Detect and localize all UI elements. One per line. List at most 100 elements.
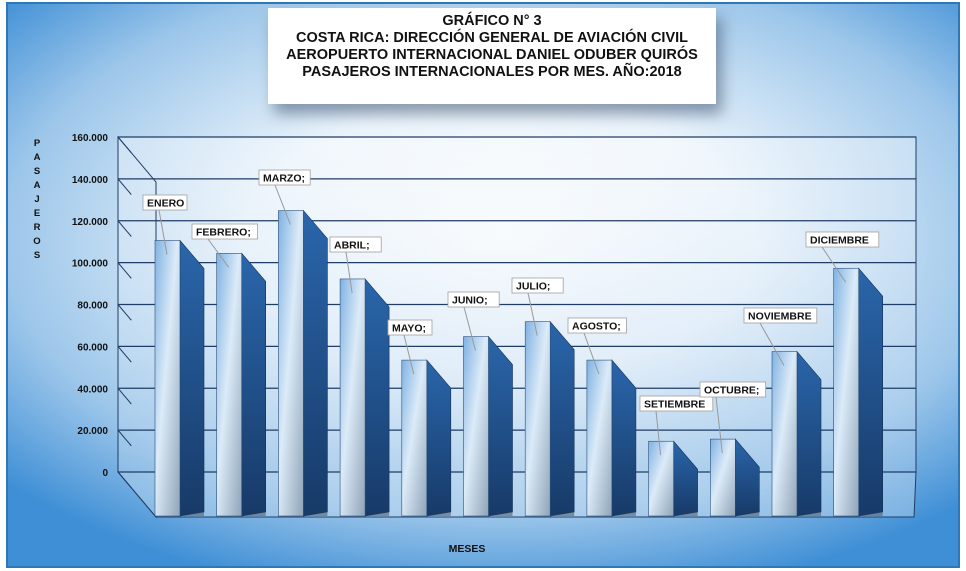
y-axis-label-letter: R [34,222,41,233]
data-label: DICIEMBRE [810,235,869,247]
y-axis-label-letter: S [34,250,40,261]
y-tick-label: 40.000 [77,384,108,395]
bar [771,351,798,517]
data-label-box [387,319,433,336]
title-line-4: PASAJEROS INTERNACIONALES POR MES. AÑO:2… [302,64,682,80]
data-label-leader [274,184,291,225]
title-line-3: AEROPUERTO INTERNACIONAL DANIEL ODUBER Q… [286,47,698,63]
bar-base [340,512,390,516]
y-tick-label: 100.000 [72,259,109,270]
data-label-leader [207,238,230,268]
data-label-leader [715,396,723,454]
gridline-depth [117,429,132,447]
y-axis-label-letter: A [34,180,41,191]
bar [586,359,613,517]
bar-base [155,512,204,516]
x-axis-label: MESES [449,543,486,555]
data-label-leader [655,410,662,456]
data-label: ABRIL; [334,240,370,252]
bar [154,240,181,517]
y-tick-label: 60.000 [77,342,108,353]
data-label-leader [821,246,847,283]
y-axis-label-letter: J [34,194,39,205]
data-label-box [258,169,311,186]
bar-side [179,239,205,517]
data-label: AGOSTO; [572,321,621,333]
gridline-depth [117,136,132,154]
data-label-box [567,317,627,334]
bar-side [241,252,267,517]
bar [648,440,674,517]
bar-side [303,209,328,517]
y-tick-label: 20.000 [77,426,108,437]
data-label: ENERO [147,198,184,210]
bar [709,438,736,517]
y-axis-label-letter: A [34,152,41,163]
gridline-depth [117,262,132,279]
y-tick-label: 80.000 [77,301,108,312]
data-label-leader [158,209,168,255]
data-label-leader [463,306,476,351]
data-label: SETIEMBRE [644,399,705,411]
data-label-box [329,236,382,253]
data-label-leader [345,251,353,294]
data-label-leader [527,292,538,336]
y-axis-label-letter: P [34,138,41,149]
bar-base [833,512,883,516]
bar-base [216,512,266,516]
data-label-box [511,277,564,294]
data-label: MAYO; [392,323,426,335]
data-label-leader [583,332,600,375]
data-label-box [805,231,880,248]
data-label: FEBRERO; [196,227,251,239]
y-axis-label-letter: S [34,166,40,177]
data-label: JULIO; [516,281,550,293]
bar [216,253,242,517]
y-axis-label-letter: E [34,208,40,219]
data-label-leader [403,334,415,375]
bar-base [463,512,513,516]
bar-base [278,512,328,516]
y-tick-label: 140.000 [72,175,109,186]
gridline-depth [117,178,132,195]
bar [463,336,489,517]
data-label: NOVIEMBRE [748,311,812,323]
title-line-1: GRÁFICO N° 3 [442,13,542,29]
data-label-box [639,395,714,412]
gridline-depth [117,471,132,489]
data-label-box [743,307,818,324]
bar-base [401,512,451,516]
bar [401,359,428,517]
y-tick-label: 0 [102,468,108,479]
bar-base [586,512,636,516]
bar-base [648,512,698,516]
y-tick-label: 120.000 [72,217,109,228]
data-label-box [142,194,188,211]
data-label: MARZO; [263,173,305,185]
bar [339,278,366,517]
bar-base [525,512,575,516]
title-line-2: COSTA RICA: DIRECCIÓN GENERAL DE AVIACIÓ… [295,30,689,46]
data-label-box [191,223,258,240]
bar-side [364,278,390,517]
bar-base [772,512,821,516]
bar [833,267,860,517]
gridline-depth [117,304,132,321]
data-label-leader [759,322,785,366]
y-tick-label: 160.000 [72,133,109,144]
bar-side [549,320,575,517]
bar-base [710,512,760,516]
gridline-depth [117,220,132,237]
data-label: OCTUBRE; [704,385,759,397]
data-label-box [447,291,500,308]
data-label-box [699,381,766,398]
data-label: JUNIO; [452,295,488,307]
gridline-depth [117,387,132,405]
bar [278,210,304,517]
bar-side [858,267,884,517]
title-box: GRÁFICO N° 3 COSTA RICA: DIRECCIÓN GENER… [268,8,716,104]
y-axis-label-letter: O [33,236,40,247]
bar [524,321,551,517]
gridline-depth [117,346,132,363]
